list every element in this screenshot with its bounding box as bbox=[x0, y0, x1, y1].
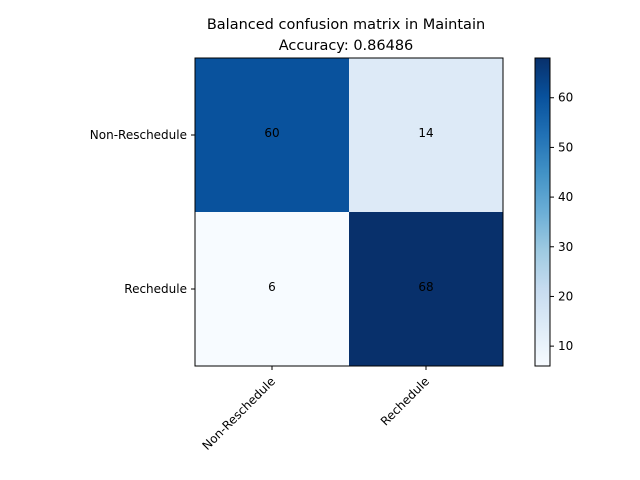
cell-value: 68 bbox=[418, 280, 433, 294]
x-tick-label: Non-Reschedule bbox=[199, 374, 278, 453]
heatmap-cell bbox=[349, 212, 503, 366]
x-axis-ticks: Non-Reschedule Rechedule bbox=[199, 366, 432, 453]
chart-subtitle: Accuracy: 0.86486 bbox=[279, 38, 414, 54]
cell-value: 14 bbox=[418, 126, 433, 140]
colorbar bbox=[534, 57, 551, 367]
x-tick-label: Rechedule bbox=[378, 374, 432, 428]
colorbar-tick-label: 10 bbox=[558, 339, 573, 353]
heatmap-cell bbox=[349, 58, 503, 212]
cell-value: 6 bbox=[268, 280, 276, 294]
plot-frame bbox=[194, 57, 504, 367]
colorbar-tick-label: 50 bbox=[558, 140, 573, 154]
y-tick-label: Rechedule bbox=[124, 282, 187, 296]
colorbar-ticks: 10 20 30 40 50 60 bbox=[550, 91, 573, 353]
colorbar-tick-label: 30 bbox=[558, 240, 573, 254]
colorbar-tick-label: 60 bbox=[558, 91, 573, 105]
heatmap-cell bbox=[195, 212, 349, 366]
cell-value: 60 bbox=[264, 126, 279, 140]
heatmap-grid bbox=[195, 58, 503, 366]
heatmap-cell bbox=[195, 58, 349, 212]
colorbar-tick-label: 20 bbox=[558, 289, 573, 303]
cell-value-labels: 60 14 6 68 bbox=[264, 126, 433, 294]
y-axis-ticks: Non-Reschedule Rechedule bbox=[90, 128, 195, 296]
chart-title: Balanced confusion matrix in Maintain bbox=[207, 17, 485, 33]
colorbar-tick-label: 40 bbox=[558, 190, 573, 204]
y-tick-label: Non-Reschedule bbox=[90, 128, 187, 142]
